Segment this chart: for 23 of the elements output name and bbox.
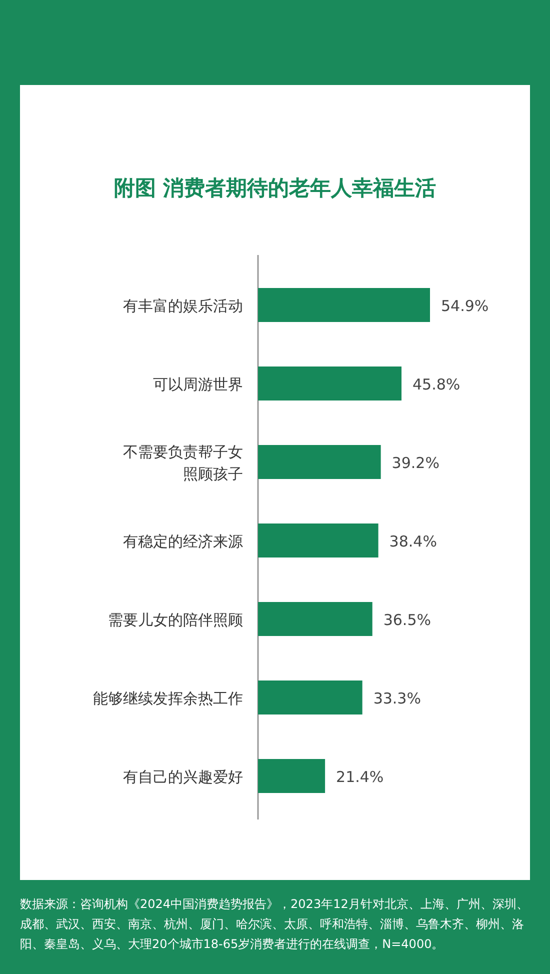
bar: [258, 680, 362, 714]
bar: [258, 445, 381, 479]
data-label: 45.8%: [412, 376, 460, 394]
bar: [258, 288, 430, 322]
data-label: 36.5%: [383, 611, 432, 629]
y-tick-label: 能够继续发挥余热工作: [93, 690, 243, 708]
data-label: 38.4%: [389, 532, 437, 550]
data-label: 39.2%: [392, 454, 440, 472]
y-tick-label: 需要儿女的陪伴照顾: [108, 611, 243, 629]
data-label: 54.9%: [441, 297, 489, 315]
y-tick-label: 有丰富的娱乐活动: [123, 297, 243, 315]
chart-title: 附图 消费者期待的老年人幸福生活: [114, 176, 436, 200]
source-note: 数据来源：咨询机构《2024中国消费趋势报告》，2023年12月针对北京、上海、广州、深圳、成都、武汉、西安、南京、杭州、厦门、哈尔滨、太原、呼和浩特、淄博、乌鲁木齐、柳州、洛阳、秦皇岛、义乌、大理20个城市18-65岁消费者进行的在线调查，N=4000。: [20, 896, 530, 953]
data-label: 33.3%: [373, 690, 421, 708]
data-label: 21.4%: [336, 768, 384, 786]
bar: [258, 366, 402, 400]
y-tick-label: 有稳定的经济来源: [123, 532, 243, 550]
bar: [258, 602, 372, 636]
bar: [258, 759, 326, 793]
y-tick-label: 有自己的兴趣爱好: [123, 768, 243, 786]
bar: [258, 524, 378, 558]
y-tick-label: 可以周游世界: [153, 376, 243, 394]
y-tick-label: 不需要负责帮子女照顾孩子: [123, 443, 243, 483]
